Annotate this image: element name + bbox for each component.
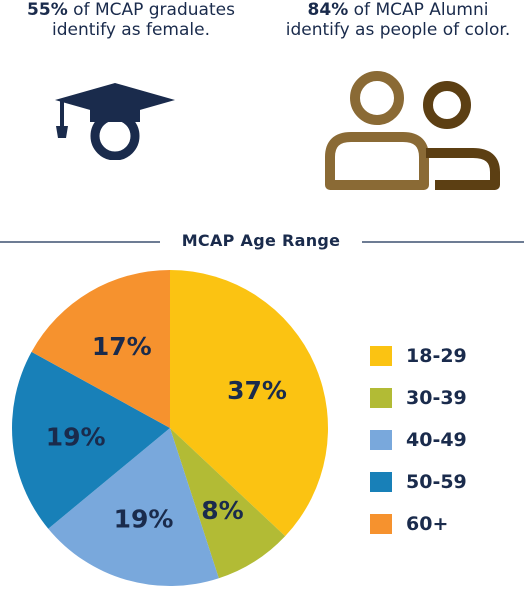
pie-slice-60+ xyxy=(31,270,170,428)
legend-label: 50-59 xyxy=(406,471,467,493)
legend-label: 30-39 xyxy=(406,387,467,409)
legend-swatch xyxy=(370,514,392,534)
poc-alumni-stat: 84% of MCAP Alumni identify as people of… xyxy=(272,0,524,40)
legend-swatch xyxy=(370,388,392,408)
slice-label-40-49: 19% xyxy=(114,505,174,534)
pie-slice-30-39 xyxy=(170,428,286,579)
slice-label-50-59: 19% xyxy=(46,422,106,451)
female-stat-value: 55% xyxy=(27,0,68,20)
female-stat-text: of MCAP graduates xyxy=(67,0,235,20)
slice-label-18-29: 37% xyxy=(227,376,287,405)
female-graduates-stat: 55% of MCAP graduates identify as female… xyxy=(0,0,262,40)
slice-label-60+: 17% xyxy=(92,332,152,361)
pie-slice-18-29 xyxy=(170,270,328,537)
legend-label: 40-49 xyxy=(406,429,467,451)
slice-label-30-39: 8% xyxy=(201,496,243,525)
legend-item-60+: 60+ xyxy=(370,503,467,545)
chart-title: MCAP Age Range xyxy=(181,231,341,250)
legend-item-18-29: 18-29 xyxy=(370,335,467,377)
pie-slice-40-49 xyxy=(48,428,219,586)
title-rule-left xyxy=(0,241,160,243)
legend-item-40-49: 40-49 xyxy=(370,419,467,461)
people-icon xyxy=(325,65,505,190)
age-range-pie-chart: 37% 8% 19% 19% 17% xyxy=(12,270,328,586)
legend-label: 18-29 xyxy=(406,345,467,367)
poc-stat-line2: identify as people of color. xyxy=(285,20,511,40)
legend-item-30-39: 30-39 xyxy=(370,377,467,419)
pie-slice-50-59 xyxy=(12,351,171,529)
legend-swatch xyxy=(370,346,392,366)
legend-swatch xyxy=(370,430,392,450)
poc-stat-text: of MCAP Alumni xyxy=(348,0,489,20)
poc-stat-value: 84% xyxy=(307,0,349,20)
chart-header: MCAP Age Range xyxy=(0,231,524,253)
female-stat-line2: identify as female. xyxy=(52,20,210,40)
graduation-cap-icon xyxy=(50,80,180,161)
title-rule-right xyxy=(362,241,524,243)
legend-item-50-59: 50-59 xyxy=(370,461,467,503)
legend-label: 60+ xyxy=(406,513,449,535)
legend-swatch xyxy=(370,472,392,492)
chart-legend: 18-29 30-39 40-49 50-59 60+ xyxy=(370,335,467,545)
